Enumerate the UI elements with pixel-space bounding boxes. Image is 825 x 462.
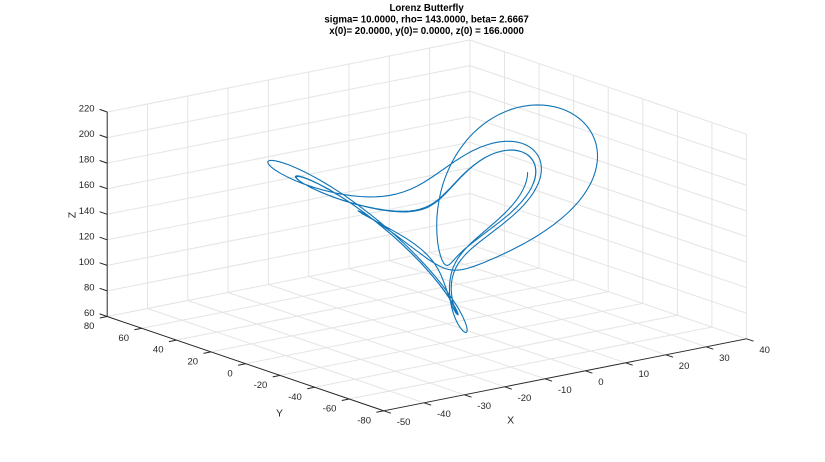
svg-text:100: 100 <box>79 257 95 268</box>
svg-text:-10: -10 <box>558 385 572 396</box>
svg-text:140: 140 <box>79 206 95 217</box>
svg-text:0: 0 <box>598 377 603 388</box>
svg-text:80: 80 <box>84 282 95 293</box>
svg-text:20: 20 <box>188 357 199 368</box>
svg-text:200: 200 <box>79 129 95 140</box>
svg-text:120: 120 <box>79 231 95 242</box>
svg-text:Y: Y <box>276 408 283 420</box>
svg-text:-50: -50 <box>397 417 411 428</box>
svg-text:x(0)= 20.0000, y(0)= 0.0000, z: x(0)= 20.0000, y(0)= 0.0000, z(0) = 166.… <box>329 26 524 37</box>
svg-text:X: X <box>507 415 514 427</box>
svg-text:-20: -20 <box>518 393 532 404</box>
svg-text:sigma= 10.0000, rho= 143.0000,: sigma= 10.0000, rho= 143.0000, beta= 2.6… <box>324 14 528 25</box>
svg-text:-60: -60 <box>323 404 337 415</box>
svg-text:180: 180 <box>79 155 95 166</box>
svg-text:-20: -20 <box>254 380 268 391</box>
svg-text:10: 10 <box>639 369 650 380</box>
svg-text:0: 0 <box>227 368 232 379</box>
svg-text:Lorenz Butterfly: Lorenz Butterfly <box>389 3 464 14</box>
svg-text:160: 160 <box>79 180 95 191</box>
svg-text:-80: -80 <box>357 415 371 426</box>
svg-text:60: 60 <box>118 333 129 344</box>
svg-text:Z: Z <box>66 211 78 218</box>
svg-text:30: 30 <box>719 353 730 364</box>
svg-text:40: 40 <box>153 345 164 356</box>
svg-text:80: 80 <box>84 321 95 332</box>
svg-text:60: 60 <box>84 308 95 319</box>
svg-text:20: 20 <box>679 361 690 372</box>
svg-text:40: 40 <box>759 345 770 356</box>
svg-text:-30: -30 <box>477 401 491 412</box>
svg-text:-40: -40 <box>288 392 302 403</box>
svg-text:220: 220 <box>79 104 95 115</box>
svg-text:-40: -40 <box>437 409 451 420</box>
